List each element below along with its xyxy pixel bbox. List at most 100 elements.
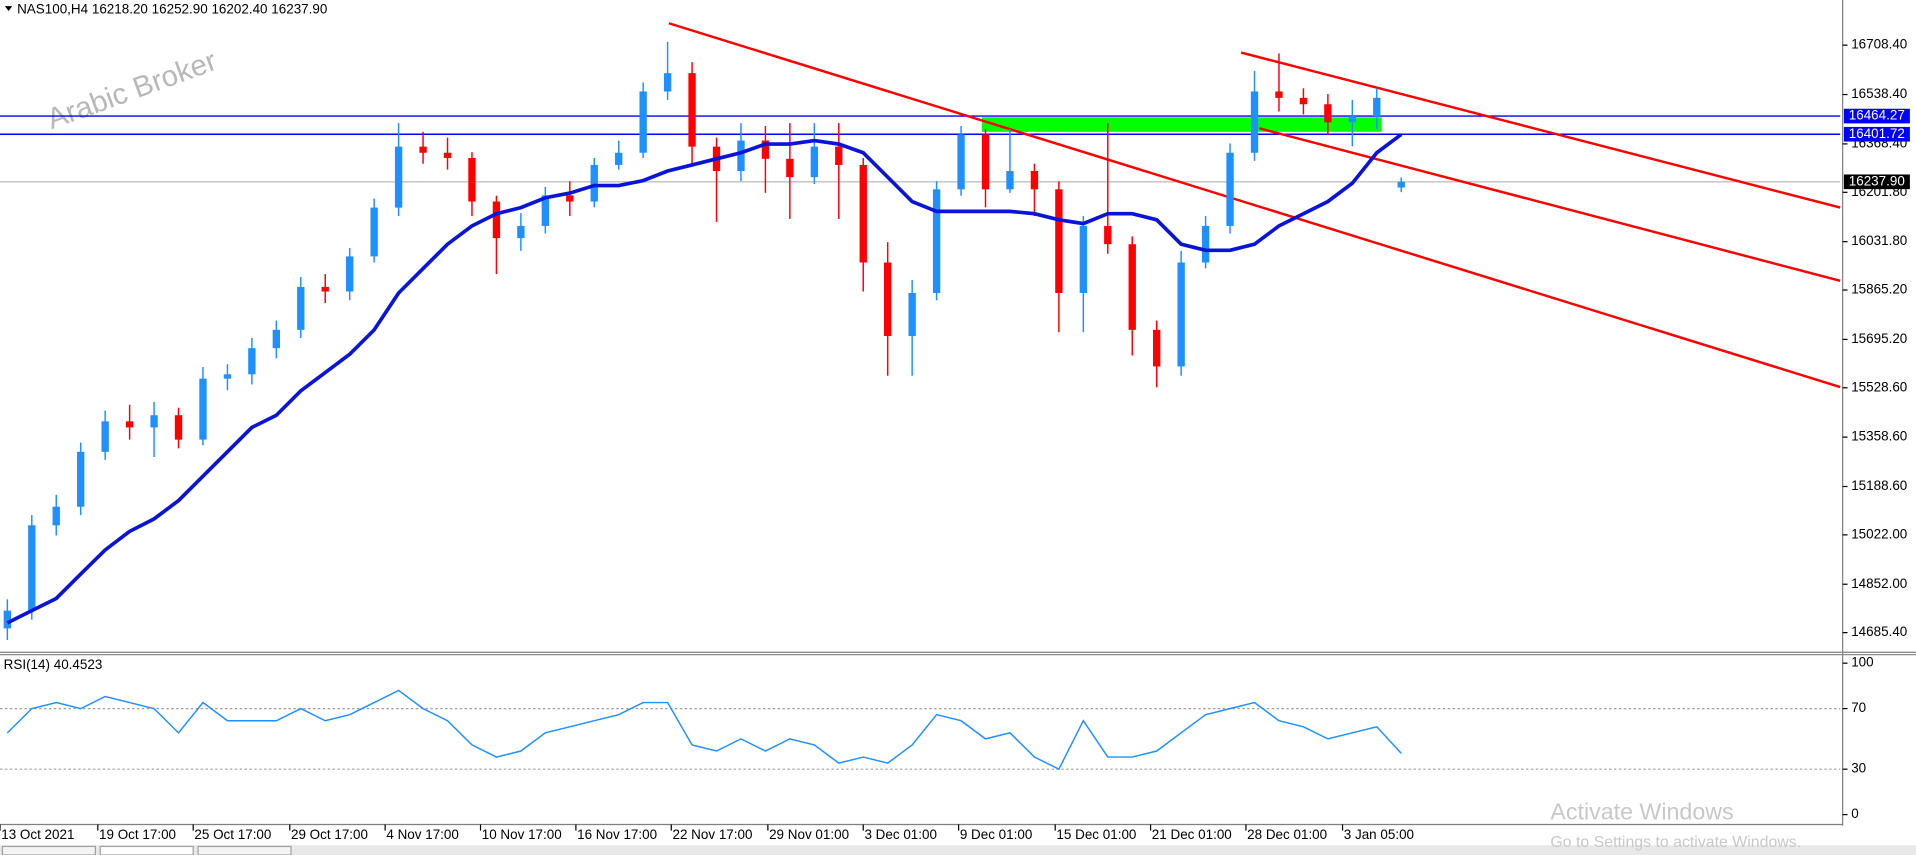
candle-body <box>3 610 12 629</box>
y-tick-label: 15528.60 <box>1851 379 1907 394</box>
zone <box>981 117 1382 132</box>
candle-body <box>419 146 427 153</box>
candle-body <box>468 157 476 202</box>
candle-body <box>810 146 818 178</box>
x-tick-label: 15 Dec 01:00 <box>1056 827 1136 842</box>
candle-body <box>1299 97 1308 105</box>
candle-body <box>297 286 305 330</box>
candle-body <box>248 348 256 375</box>
rsi-line <box>6 689 1402 771</box>
x-tick-label: 22 Nov 17:00 <box>672 827 752 842</box>
x-tick-label: 10 Nov 17:00 <box>482 827 562 842</box>
candle-body <box>688 73 696 147</box>
y-tick-label: 15695.20 <box>1851 331 1907 346</box>
candle-body <box>1250 91 1259 153</box>
candle-body <box>639 91 647 153</box>
candle-body <box>859 164 867 263</box>
candle-body <box>101 421 109 452</box>
candle-body <box>663 73 672 92</box>
candle-body <box>223 374 232 379</box>
candle-body <box>932 189 941 293</box>
candle-body <box>272 329 281 349</box>
price-level-label: 16401.72 <box>1849 126 1905 141</box>
x-tick-label: 29 Nov 01:00 <box>769 827 849 842</box>
x-tick-label: 13 Oct 2021 <box>1 827 74 842</box>
candle-body <box>394 146 403 208</box>
candle-body <box>1104 225 1112 245</box>
chart-header: NAS100,H4 16218.20 16252.90 16202.40 162… <box>17 1 327 16</box>
y-tick-label: 70 <box>1851 700 1866 715</box>
trendline <box>1259 127 1841 282</box>
candle-body <box>761 140 770 159</box>
symbol-menu-icon[interactable] <box>4 6 13 11</box>
candle-body <box>1324 104 1332 123</box>
tab[interactable] <box>197 845 292 855</box>
x-tick-label: 19 Oct 17:00 <box>99 827 176 842</box>
indicator-title: RSI(14) 40.4523 <box>4 657 103 672</box>
y-tick-label: 16538.40 <box>1851 86 1907 101</box>
y-tick-label: 14852.00 <box>1851 576 1907 591</box>
y-tick-label: 14685.40 <box>1851 624 1907 639</box>
candle-body <box>1373 97 1381 117</box>
y-tick-label: 0 <box>1851 806 1858 821</box>
candle-body <box>835 146 843 165</box>
x-tick-label: 9 Dec 01:00 <box>960 827 1033 842</box>
candle-body <box>1201 225 1210 263</box>
candle-body <box>566 195 574 202</box>
tab[interactable] <box>99 845 194 855</box>
x-tick-label: 16 Nov 17:00 <box>577 827 657 842</box>
y-tick-label: 15358.60 <box>1851 429 1907 444</box>
candle-body <box>1006 171 1014 190</box>
candle-body <box>174 415 183 440</box>
candle-body <box>517 225 525 239</box>
price-level-label: 16464.27 <box>1849 108 1905 123</box>
y-tick-label: 15022.00 <box>1851 526 1907 541</box>
candle-body <box>957 134 965 190</box>
candle-body <box>199 378 207 440</box>
price-panel: 16708.4016538.4016368.4016201.8016031.80… <box>0 22 1910 842</box>
y-tick-label: 100 <box>1851 655 1873 670</box>
candle-body <box>981 134 990 190</box>
candle-body <box>786 158 794 178</box>
activation-hint: Go to Settings to activate Windows. <box>1550 834 1801 851</box>
candle-body <box>737 140 745 172</box>
price-level-label: 16237.90 <box>1849 173 1905 188</box>
x-tick-label: 21 Dec 01:00 <box>1152 827 1232 842</box>
candle-body <box>1030 171 1039 190</box>
candle-body <box>615 152 623 165</box>
y-tick-label: 16708.40 <box>1851 37 1907 52</box>
x-tick-label: 3 Dec 01:00 <box>864 827 937 842</box>
y-tick-label: 16031.80 <box>1851 233 1907 248</box>
x-tick-label: 3 Jan 05:00 <box>1344 827 1414 842</box>
candle-body <box>884 262 892 336</box>
x-tick-label: 25 Oct 17:00 <box>194 827 271 842</box>
candle-body <box>1275 91 1283 98</box>
tab[interactable] <box>1 845 96 855</box>
rsi-panel: 0 30 70 100 <box>0 655 1874 821</box>
candle-body <box>321 286 329 292</box>
activation-notice: Activate Windows <box>1550 799 1733 825</box>
candle-body <box>52 506 60 526</box>
candle-body <box>590 164 598 202</box>
price-level-box <box>1843 174 1910 190</box>
tab-bar <box>0 845 1916 855</box>
candle-body <box>1079 225 1087 293</box>
y-tick-label: 15865.20 <box>1851 282 1907 297</box>
candle-body <box>1397 181 1405 188</box>
candle-body <box>1128 244 1136 330</box>
x-tick-label: 4 Nov 17:00 <box>386 827 459 842</box>
price-level-box <box>1843 126 1910 142</box>
x-tick-label: 28 Dec 01:00 <box>1247 827 1327 842</box>
candle-body <box>77 451 85 507</box>
y-tick-label: 15188.60 <box>1851 478 1907 493</box>
candle-body <box>1177 262 1185 367</box>
moving-average <box>6 132 1403 625</box>
candle-body <box>28 525 36 611</box>
candle-body <box>370 207 378 257</box>
candle-body <box>1153 329 1161 367</box>
candle-body <box>908 292 916 336</box>
candle-body <box>1055 189 1063 293</box>
